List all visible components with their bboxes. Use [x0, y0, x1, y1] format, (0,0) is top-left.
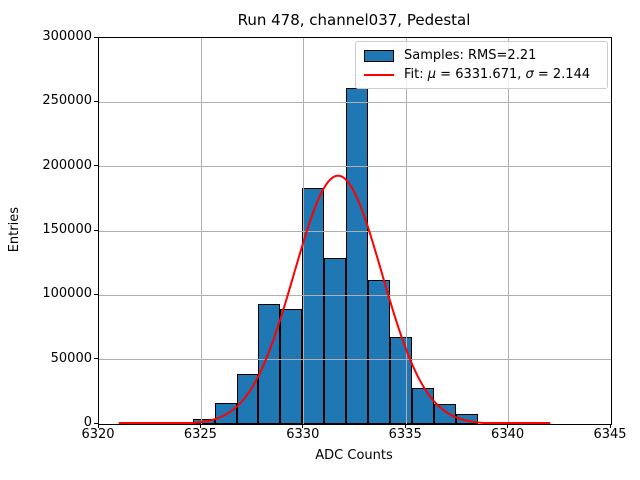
plot-area: [98, 37, 612, 425]
histogram-bar: [324, 258, 347, 424]
legend-entry-samples: Samples: RMS=2.21: [364, 47, 599, 65]
histogram-bar: [346, 88, 369, 424]
samples-patch-icon: [364, 49, 394, 62]
histogram-bar: [433, 404, 456, 424]
math-symbol: σ: [525, 67, 534, 82]
y-tick-mark: [94, 293, 98, 295]
y-tick-label: 100000: [42, 286, 92, 302]
histogram-bar: [302, 187, 325, 424]
histogram-bar: [170, 422, 193, 425]
y-tick-label: 0: [83, 415, 92, 430]
fit-line-icon: [364, 73, 394, 76]
gridline: [99, 166, 611, 168]
legend-fit-label: Fit: μ = 6331.671, σ = 2.144: [404, 67, 590, 82]
gridline: [99, 230, 611, 232]
histogram-bar: [280, 309, 303, 424]
x-tick-label: 6340: [491, 427, 525, 442]
x-tick-label: 6320: [81, 427, 115, 442]
y-tick-mark: [94, 36, 98, 38]
x-tick-mark: [404, 424, 406, 428]
gridline: [405, 38, 407, 424]
histogram-bar: [368, 279, 391, 424]
gridline: [200, 38, 202, 424]
legend-samples-label: Samples: RMS=2.21: [404, 48, 537, 63]
x-tick-label: 6345: [593, 427, 627, 442]
legend-fit-text: = 6331.671,: [436, 67, 526, 82]
y-tick-label: 250000: [42, 93, 92, 109]
legend-swatch-column: [364, 49, 394, 62]
x-tick-mark: [507, 424, 509, 428]
legend-fit-text: Fit:: [404, 67, 428, 82]
y-tick-mark: [94, 100, 98, 102]
legend: Samples: RMS=2.21 Fit: μ = 6331.671, σ =…: [355, 41, 608, 89]
y-tick-mark: [94, 165, 98, 167]
gridline: [99, 101, 611, 103]
y-tick-label: 50000: [50, 350, 92, 366]
x-tick-mark: [609, 424, 611, 428]
math-symbol: μ: [427, 67, 437, 82]
y-tick-mark: [94, 229, 98, 231]
y-tick-label: 200000: [42, 157, 92, 173]
x-tick-label: 6330: [286, 427, 320, 442]
histogram-bar: [412, 387, 434, 424]
gridline: [303, 38, 305, 424]
y-tick-mark: [94, 422, 98, 424]
chart-title: Run 478, channel037, Pedestal: [237, 11, 471, 29]
histogram-bar: [455, 413, 478, 424]
x-axis-label: ADC Counts: [315, 448, 393, 463]
histogram-bar: [258, 303, 281, 424]
histogram-bar: [390, 337, 413, 424]
gridline: [99, 359, 611, 361]
x-tick-mark: [302, 424, 304, 428]
histogram-bar: [214, 402, 237, 424]
y-tick-label: 150000: [42, 222, 92, 237]
x-tick-label: 6325: [183, 427, 217, 442]
x-tick-label: 6335: [388, 427, 422, 442]
histogram-bar: [236, 373, 259, 424]
gridline: [508, 38, 510, 424]
legend-fit-text: = 2.144: [533, 67, 591, 82]
legend-swatch-column: [364, 73, 394, 76]
y-tick-mark: [94, 358, 98, 360]
gridline: [99, 294, 611, 296]
legend-entry-fit: Fit: μ = 6331.671, σ = 2.144: [364, 66, 599, 84]
y-tick-label: 300000: [42, 29, 92, 44]
x-tick-mark: [97, 424, 99, 428]
histogram-bar: [192, 418, 215, 424]
x-tick-mark: [199, 424, 201, 428]
